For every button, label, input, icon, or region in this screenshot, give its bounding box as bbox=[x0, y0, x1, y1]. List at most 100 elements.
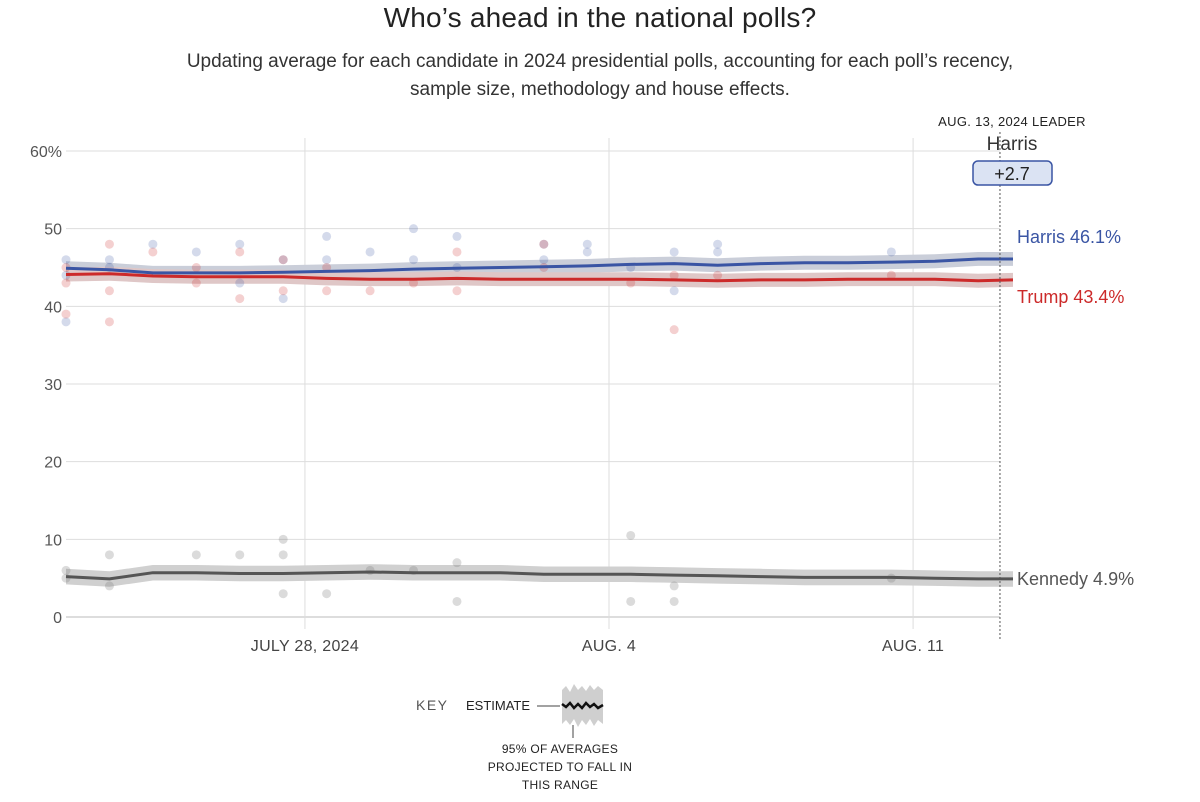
harris-poll-dot bbox=[452, 231, 462, 241]
harris-poll-dot bbox=[539, 239, 549, 249]
trump-poll-dot bbox=[322, 286, 332, 296]
harris-poll-dot bbox=[322, 231, 332, 241]
chart-key: KEY ESTIMATE 95% OF AVERAGES PROJECTED T… bbox=[416, 684, 632, 792]
harris-poll-dot bbox=[148, 239, 158, 249]
trump-poll-dot bbox=[452, 286, 462, 296]
y-tick-label: 60% bbox=[30, 144, 62, 161]
trump-poll-dot bbox=[235, 294, 245, 304]
trump-poll-dot bbox=[278, 255, 288, 265]
trump-poll-dot bbox=[61, 278, 71, 288]
key-estimate-label: ESTIMATE bbox=[466, 698, 530, 713]
trump-poll-dot bbox=[104, 317, 114, 327]
kennedy-poll-dot bbox=[278, 589, 288, 599]
trump-poll-dot bbox=[409, 278, 419, 288]
harris-poll-dot bbox=[104, 255, 114, 265]
trump-poll-dot bbox=[104, 286, 114, 296]
kennedy-poll-dot bbox=[452, 596, 462, 606]
trump-poll-dot bbox=[539, 239, 549, 249]
trump-poll-dot bbox=[452, 247, 462, 257]
trump-poll-dot bbox=[235, 247, 245, 257]
subtitle-line-1: Updating average for each candidate in 2… bbox=[186, 51, 1014, 72]
confidence-bands bbox=[66, 252, 1013, 587]
y-tick-label: 10 bbox=[44, 532, 62, 549]
harris-end-label: Harris 46.1% bbox=[1017, 227, 1121, 247]
y-tick-label: 30 bbox=[44, 377, 62, 394]
harris-poll-dot bbox=[278, 294, 288, 304]
key-note-line-1: 95% OF AVERAGES bbox=[502, 742, 618, 756]
end-labels: Harris 46.1% Trump 43.4% Kennedy 4.9% bbox=[1017, 227, 1134, 589]
harris-poll-dot bbox=[669, 247, 679, 257]
trump-poll-dot bbox=[191, 263, 201, 272]
harris-poll-dot bbox=[886, 247, 896, 257]
trump-poll-dot bbox=[104, 239, 114, 249]
key-label: KEY bbox=[416, 697, 449, 713]
x-tick-label: AUG. 11 bbox=[882, 638, 944, 655]
trump-poll-dot bbox=[278, 286, 288, 296]
harris-average-line bbox=[65, 257, 1013, 275]
trump-poll-dot bbox=[365, 286, 375, 296]
harris-poll-dot bbox=[61, 255, 71, 265]
trump-poll-dot bbox=[148, 247, 158, 257]
trump-poll-dot bbox=[626, 278, 636, 288]
trump-poll-dot bbox=[886, 270, 896, 280]
kennedy-poll-dot bbox=[669, 596, 679, 606]
harris-poll-dot bbox=[713, 239, 723, 249]
x-tick-label: AUG. 4 bbox=[582, 638, 636, 655]
harris-poll-dot bbox=[713, 247, 723, 257]
page-title: Who’s ahead in the national polls? bbox=[383, 2, 817, 33]
kennedy-poll-dot bbox=[278, 534, 288, 544]
key-note-line-3: THIS RANGE bbox=[522, 778, 598, 792]
key-note-line-2: PROJECTED TO FALL IN bbox=[488, 760, 632, 774]
subtitle-line-2: sample size, methodology and house effec… bbox=[410, 79, 790, 100]
harris-poll-dot bbox=[539, 255, 549, 265]
trump-poll-dot bbox=[713, 270, 723, 280]
harris-poll-dot bbox=[669, 286, 679, 296]
kennedy-poll-dot bbox=[104, 550, 114, 560]
kennedy-poll-dot bbox=[61, 565, 71, 575]
kennedy-poll-dot bbox=[235, 550, 245, 560]
axis-labels: 0 10 20 30 40 50 60% JULY 28, 2024 AUG. 4 AUG. 11 bbox=[30, 144, 944, 655]
y-tick-label: 20 bbox=[44, 455, 62, 472]
x-tick-label: JULY 28, 2024 bbox=[251, 638, 359, 655]
kennedy-poll-dot bbox=[278, 550, 288, 560]
kennedy-poll-dot bbox=[626, 530, 636, 540]
harris-poll-dot bbox=[61, 317, 71, 327]
trump-end-label: Trump 43.4% bbox=[1017, 287, 1124, 307]
trump-poll-dot bbox=[191, 278, 201, 288]
harris-poll-dot bbox=[582, 247, 592, 257]
harris-poll-dot bbox=[191, 247, 201, 257]
harris-poll-dot bbox=[409, 255, 419, 265]
harris-poll-dot bbox=[235, 239, 245, 249]
kennedy-poll-dot bbox=[452, 558, 462, 568]
average-lines bbox=[65, 257, 1014, 581]
kennedy-poll-dot bbox=[322, 589, 332, 599]
kennedy-poll-dot bbox=[669, 581, 679, 591]
leader-date-label: AUG. 13, 2024 LEADER bbox=[938, 114, 1086, 129]
trump-poll-dot bbox=[322, 263, 332, 272]
leader-margin-value: +2.7 bbox=[994, 164, 1030, 184]
grid-lines bbox=[66, 138, 1000, 629]
leader-margin-badge bbox=[972, 160, 1053, 186]
y-tick-label: 40 bbox=[44, 299, 62, 316]
kennedy-poll-dot bbox=[191, 550, 201, 560]
harris-poll-dot bbox=[365, 247, 375, 257]
kennedy-poll-dot bbox=[626, 596, 636, 606]
trump-poll-dot bbox=[669, 270, 679, 280]
y-tick-label: 50 bbox=[44, 222, 62, 239]
harris-poll-dot bbox=[235, 278, 245, 288]
kennedy-average-line bbox=[65, 570, 1013, 581]
leader-name: Harris bbox=[987, 134, 1038, 155]
harris-poll-dot bbox=[582, 239, 592, 249]
key-estimate-line bbox=[561, 701, 604, 710]
poll-dots bbox=[61, 224, 896, 606]
page-subtitle: Updating average for each candidate in 2… bbox=[120, 48, 1080, 104]
trump-poll-dot bbox=[669, 325, 679, 335]
trump-poll-dot bbox=[61, 309, 71, 319]
harris-poll-dot bbox=[409, 224, 419, 234]
kennedy-poll-dot bbox=[104, 581, 114, 591]
trump-average-line bbox=[65, 272, 1014, 283]
y-tick-label: 0 bbox=[53, 610, 62, 627]
harris-poll-dot bbox=[322, 255, 332, 265]
harris-poll-dot bbox=[278, 255, 288, 265]
